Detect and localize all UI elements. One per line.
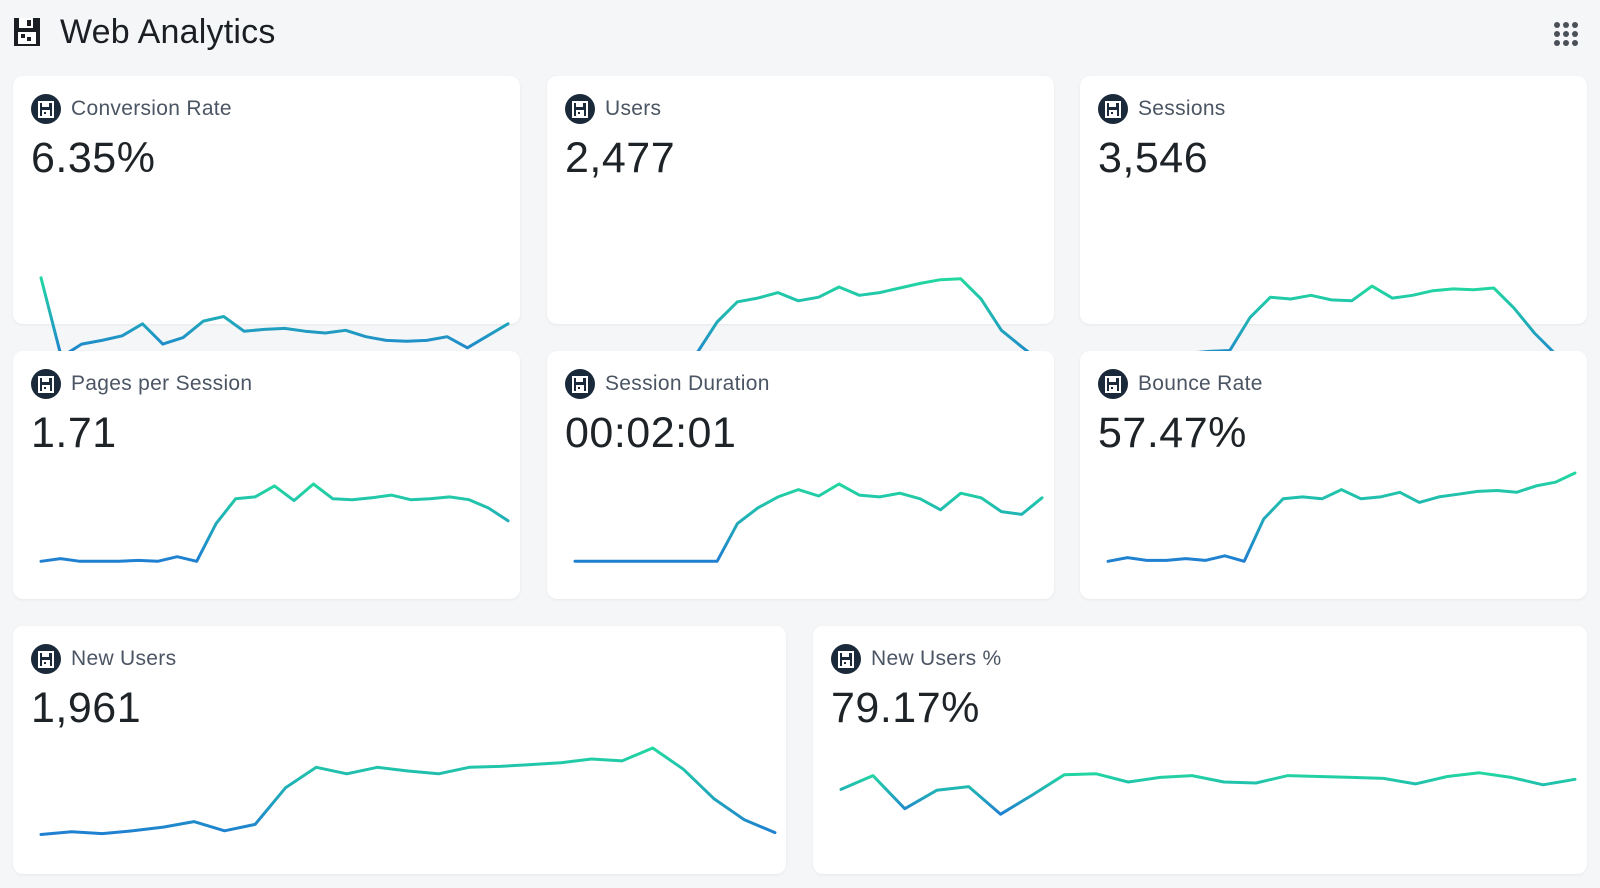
sparkline-series [39, 482, 510, 563]
metric-value: 00:02:01 [565, 409, 737, 457]
metric-label: New Users % [871, 647, 1002, 670]
sparkline-chart [573, 482, 1044, 563]
sparkline-chart [39, 746, 777, 836]
disk-icon [31, 369, 61, 399]
metric-card-conversion-rate[interactable]: Conversion Rate 6.35% [13, 76, 520, 359]
metric-value: 1,961 [31, 684, 142, 732]
metric-value: 3,546 [1098, 134, 1209, 182]
metric-value: 2,477 [565, 134, 676, 182]
sparkline-series [573, 482, 1044, 563]
sparkline-chart [839, 771, 1577, 816]
metric-value: 57.47% [1098, 409, 1247, 457]
sparkline-chart [39, 482, 510, 563]
sparkline-chart [1106, 471, 1577, 563]
metric-label: Session Duration [605, 372, 770, 395]
sparkline-series [839, 771, 1577, 816]
app-header: Web Analytics [12, 10, 1588, 54]
metric-label: Sessions [1138, 97, 1226, 120]
disk-icon [31, 644, 61, 674]
metric-card-bounce-rate[interactable]: Bounce Rate 57.47% [1080, 351, 1587, 599]
disk-icon [1098, 94, 1128, 124]
metric-label: Conversion Rate [71, 97, 232, 120]
metric-label: Users [605, 97, 662, 120]
disk-icon [31, 94, 61, 124]
metric-value: 6.35% [31, 134, 156, 182]
disk-logo-icon [14, 18, 40, 46]
metric-card-new-users[interactable]: New Users 1,961 [13, 626, 786, 874]
disk-icon [565, 94, 595, 124]
disk-icon [565, 369, 595, 399]
metric-card-pages-per-session[interactable]: Pages per Session 1.71 [13, 351, 520, 599]
metric-label: Pages per Session [71, 372, 253, 395]
metric-card-new-users-percent[interactable]: New Users % 79.17% [813, 626, 1587, 874]
disk-icon [1098, 369, 1128, 399]
metric-label: Bounce Rate [1138, 372, 1263, 395]
metric-card-sessions[interactable]: Sessions 3,546 [1080, 76, 1587, 368]
apps-grid-icon[interactable] [1552, 20, 1580, 48]
page-title: Web Analytics [60, 12, 276, 51]
sparkline-series [1106, 471, 1577, 563]
disk-icon [831, 644, 861, 674]
sparkline-series [39, 746, 777, 836]
metric-card-session-duration[interactable]: Session Duration 00:02:01 [547, 351, 1054, 599]
metric-label: New Users [71, 647, 177, 670]
sparkline-series [39, 276, 510, 359]
metric-card-users[interactable]: Users 2,477 [547, 76, 1054, 368]
sparkline-chart [39, 276, 510, 359]
metric-value: 1.71 [31, 409, 117, 457]
metric-value: 79.17% [831, 684, 980, 732]
